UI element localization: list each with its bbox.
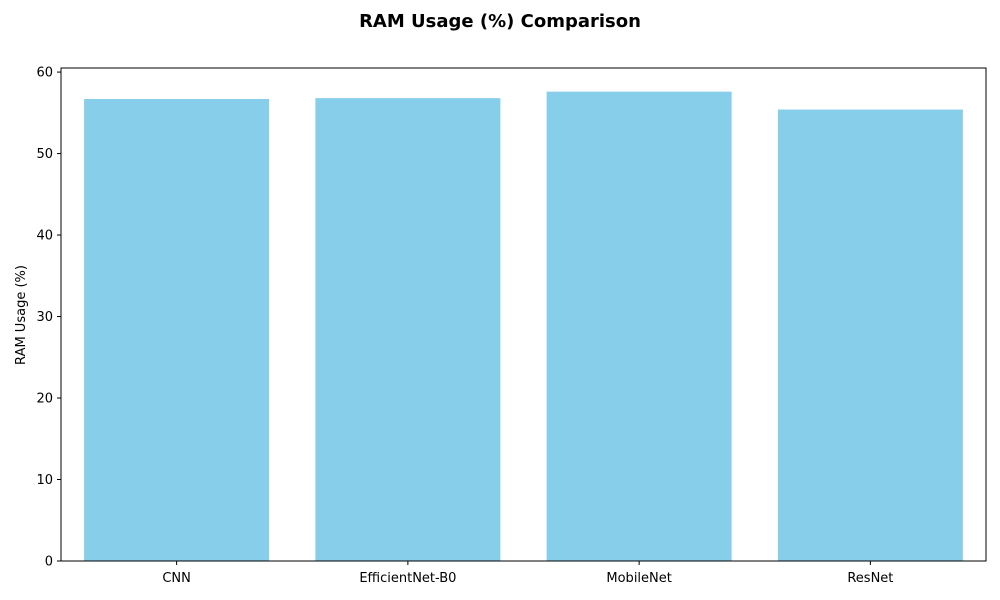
y-tick-label: 0 (45, 555, 53, 570)
y-tick-label: 40 (36, 229, 53, 244)
x-tick-label: MobileNet (606, 571, 671, 586)
y-tick-label: 60 (36, 66, 53, 81)
y-tick-label: 20 (36, 392, 53, 407)
x-axis: CNN EfficientNet-B0 MobileNet ResNet (162, 561, 893, 586)
bar-cnn (84, 98, 270, 561)
y-tick-label: 50 (36, 147, 53, 162)
y-axis: 0 10 20 30 40 50 60 (36, 66, 61, 570)
y-tick-label: 10 (36, 473, 53, 488)
bar-resnet (777, 109, 963, 561)
bar-mobilenet (546, 91, 732, 561)
x-tick-label: CNN (162, 571, 191, 586)
x-tick-label: EfficientNet-B0 (359, 571, 456, 586)
bars-layer (84, 91, 963, 562)
y-tick-label: 30 (36, 310, 53, 325)
x-tick-label: ResNet (847, 571, 893, 586)
plot-frame (60, 67, 987, 562)
y-axis-label: RAM Usage (%) (14, 265, 29, 365)
bar-efficientnet-b0 (315, 98, 501, 562)
chart-title: RAM Usage (%) Comparison (359, 11, 641, 32)
